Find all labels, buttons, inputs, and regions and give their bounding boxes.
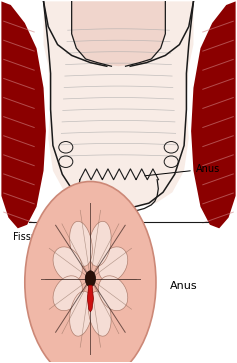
Text: Fissure: Fissure (13, 232, 47, 242)
Ellipse shape (99, 276, 128, 311)
Text: Anus: Anus (145, 164, 220, 176)
Circle shape (25, 182, 156, 363)
Polygon shape (191, 1, 236, 228)
Ellipse shape (53, 276, 82, 311)
Polygon shape (87, 285, 93, 312)
Ellipse shape (70, 291, 92, 336)
Ellipse shape (88, 221, 111, 266)
Circle shape (85, 271, 96, 287)
Polygon shape (44, 1, 193, 207)
Ellipse shape (99, 247, 128, 282)
Ellipse shape (70, 221, 92, 266)
Text: Anus: Anus (170, 281, 198, 291)
Ellipse shape (53, 247, 82, 282)
Ellipse shape (88, 291, 111, 336)
Polygon shape (1, 1, 46, 228)
Polygon shape (72, 1, 165, 66)
Polygon shape (115, 195, 122, 226)
